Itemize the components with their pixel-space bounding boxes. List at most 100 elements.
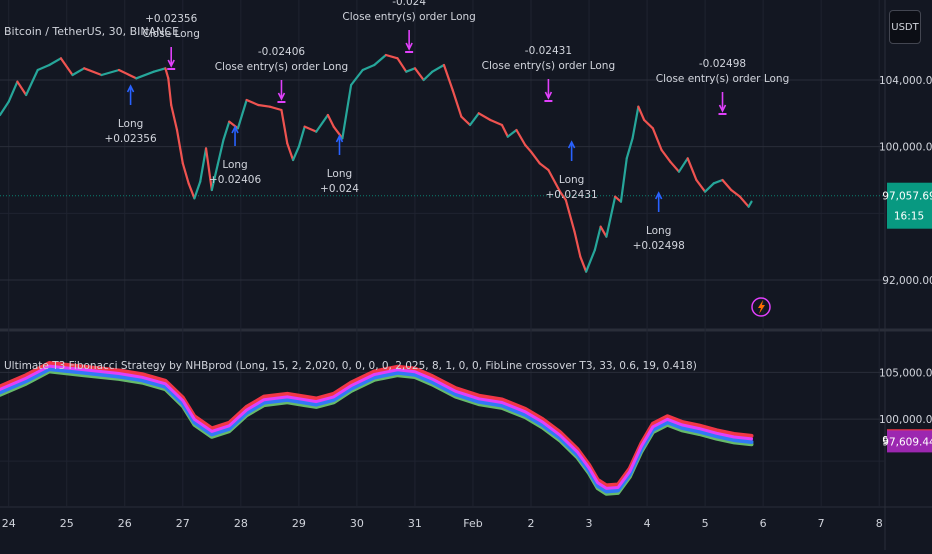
price-segment: [738, 195, 750, 208]
price-segment: [515, 128, 527, 147]
t3-line-blue: [0, 367, 754, 494]
price-segment: [257, 103, 271, 108]
exit-arrowhead: [405, 42, 413, 51]
exit-label: Close entry(s) order Long: [342, 11, 475, 23]
t3-line-red: [0, 361, 754, 488]
price-segment: [16, 80, 28, 97]
price-segment: [341, 83, 353, 140]
y-tick-label: 92,000.00: [882, 275, 932, 287]
price-segment: [228, 120, 240, 130]
price-segment: [193, 180, 202, 200]
price-segment: [286, 142, 295, 162]
price-segment: [605, 195, 617, 238]
entry-arrowhead: [567, 140, 576, 149]
indicator-title: Ultimate T3 Fibonacci Strategy by NHBpro…: [4, 360, 697, 372]
price-segment: [349, 68, 364, 87]
entry-arrowhead: [335, 134, 344, 143]
y-tick-label: 100,000.00: [879, 142, 932, 154]
exit-profit: +0.02356: [145, 13, 198, 25]
price-segment: [747, 200, 753, 208]
price-segment: [413, 67, 425, 82]
last-price-badge: [887, 182, 932, 229]
price-segment: [442, 63, 454, 92]
entry-arrowhead: [231, 125, 239, 134]
x-tick-label: 27: [176, 517, 190, 530]
price-segment: [210, 163, 219, 192]
t3-line-magenta: [0, 364, 753, 490]
y-tick-label: 105,000.00: [879, 367, 932, 379]
price-segment: [524, 143, 533, 153]
price-segment: [599, 225, 608, 238]
price-segment: [100, 68, 121, 77]
price-segment: [585, 248, 596, 273]
entry-label: Long: [222, 159, 247, 171]
price-segment: [422, 70, 434, 82]
exit-label: Close entry(s) order Long: [656, 73, 789, 85]
price-segment: [245, 98, 260, 107]
exit-profit: -0.02498: [699, 58, 746, 70]
price-segment: [204, 147, 213, 192]
price-segment: [619, 157, 628, 203]
indicator-value-label: 97,609.44: [882, 436, 932, 448]
lightning-icon[interactable]: [751, 297, 771, 317]
lightning-glyph: [758, 300, 765, 314]
x-tick-label: 24: [2, 517, 16, 530]
entry-label: Long: [118, 118, 143, 130]
price-segment: [59, 57, 74, 77]
price-segment: [71, 67, 86, 77]
x-tick-label: 3: [586, 517, 593, 530]
price-segment: [460, 115, 472, 127]
entry-label: Long: [327, 168, 352, 180]
price-segment: [175, 128, 184, 165]
price-segment: [384, 53, 399, 60]
entry-profit: +0.024: [320, 183, 359, 195]
entry-label: Long: [646, 225, 671, 237]
x-tick-label: 26: [118, 517, 132, 530]
price-segment: [660, 148, 672, 163]
price-segment: [291, 145, 300, 162]
price-segment: [538, 162, 550, 172]
price-segment: [695, 178, 707, 193]
price-segment: [280, 108, 289, 145]
price-segment: [303, 125, 318, 133]
entry-profit: +0.02406: [209, 174, 262, 186]
entry-profit: +0.02431: [546, 189, 598, 201]
entry-arrowhead: [126, 84, 135, 93]
x-tick-label: 5: [702, 517, 709, 530]
x-tick-label: 31: [408, 517, 422, 530]
price-segment: [651, 127, 663, 152]
x-tick-label: 28: [234, 517, 248, 530]
price-segment: [164, 67, 170, 80]
price-segment: [326, 113, 335, 128]
price-segment: [558, 190, 567, 202]
price-segment: [712, 178, 724, 185]
price-segment: [216, 138, 225, 167]
currency-button[interactable]: USDT: [889, 10, 921, 44]
price-segment: [170, 103, 179, 132]
price-segment: [500, 123, 509, 138]
price-segment: [48, 57, 63, 67]
x-tick-label: Feb: [463, 517, 482, 530]
price-segment: [117, 68, 138, 80]
main-chart-title: Bitcoin / TetherUS, 30, BINANCE: [4, 25, 179, 38]
price-segment: [297, 125, 306, 148]
exit-arrowhead: [718, 104, 727, 113]
price-segment: [268, 105, 283, 112]
x-tick-label: 6: [760, 517, 767, 530]
price-segment: [579, 255, 588, 273]
price-segment: [451, 88, 463, 118]
price-series: [0, 53, 753, 273]
x-tick-label: 29: [292, 517, 306, 530]
price-segment: [36, 63, 51, 72]
entry-profit: +0.02498: [633, 240, 685, 252]
price-segment: [529, 150, 541, 165]
indicator-value-badge: [887, 430, 932, 453]
exit-arrowhead: [277, 92, 286, 101]
price-segment: [83, 67, 103, 77]
price-segment: [721, 178, 733, 192]
price-segment: [477, 112, 492, 122]
price-segment: [25, 68, 39, 97]
